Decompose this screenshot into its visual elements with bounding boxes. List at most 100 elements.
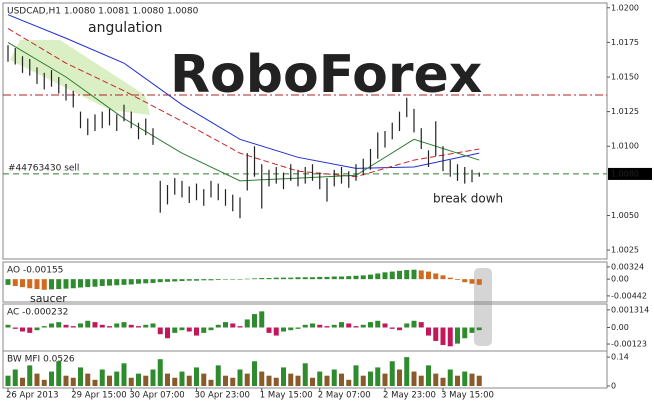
histogram-bar	[259, 311, 265, 328]
histogram-bar	[186, 375, 192, 386]
histogram-bar	[143, 375, 149, 386]
histogram-bar	[49, 279, 54, 290]
histogram-bar	[462, 279, 468, 283]
histogram-bar	[114, 371, 120, 386]
histogram-bar	[426, 271, 431, 280]
histogram-bar	[20, 377, 25, 386]
histogram-bar	[447, 327, 453, 347]
histogram-bar	[440, 327, 446, 345]
histogram-bar	[27, 365, 33, 386]
histogram-bar	[179, 327, 185, 331]
histogram-bar	[469, 373, 475, 386]
x-tick-label: 3 May 15:00	[441, 391, 494, 401]
histogram-bar	[237, 326, 243, 328]
histogram-bar	[56, 361, 62, 386]
histogram-bar	[353, 365, 359, 386]
y-tick-label: 0.00	[611, 275, 629, 284]
histogram-bar	[78, 367, 83, 386]
histogram-bar	[121, 363, 127, 386]
x-tick-label: 1 May 15:00	[260, 391, 313, 401]
histogram-bar	[433, 273, 439, 280]
y-tick-label: -0.00442	[611, 291, 647, 300]
moving-average	[7, 41, 480, 182]
histogram-bar	[339, 373, 344, 386]
histogram-bar	[157, 327, 163, 335]
histogram-bar	[143, 279, 149, 284]
histogram-bar	[404, 357, 410, 386]
panel-frame	[2, 261, 608, 303]
histogram-bar	[266, 375, 272, 386]
histogram-bar	[165, 327, 170, 339]
histogram-bar	[266, 327, 272, 333]
histogram-bar	[194, 327, 199, 336]
histogram-bar	[281, 367, 286, 386]
histogram-bar	[397, 270, 402, 280]
histogram-bar	[259, 278, 265, 280]
histogram-bar	[27, 279, 33, 289]
y-tick-label: 0.14	[611, 353, 629, 362]
histogram-bar	[92, 322, 98, 328]
histogram-bar	[121, 279, 127, 285]
histogram-bar	[418, 270, 424, 280]
y-tick-label: 0.001314	[611, 305, 649, 314]
histogram-bar	[339, 322, 344, 328]
histogram-bar	[310, 377, 315, 386]
histogram-bar	[78, 323, 83, 328]
histogram-bar	[368, 274, 373, 280]
histogram-bar	[353, 275, 359, 280]
histogram-bar	[201, 327, 207, 333]
histogram-bar	[208, 327, 214, 331]
histogram-bar	[230, 377, 236, 386]
histogram-bar	[92, 279, 98, 287]
histogram-bar	[99, 324, 105, 328]
histogram-bar	[317, 276, 323, 280]
annotation: break dowh	[433, 192, 503, 206]
histogram-bar	[5, 375, 11, 386]
histogram-bar	[368, 322, 373, 328]
histogram-bar	[295, 277, 301, 280]
histogram-bar	[476, 375, 482, 386]
histogram-bar	[397, 327, 402, 331]
price-label-box	[608, 167, 652, 180]
panel-frame	[2, 2, 608, 260]
x-tick-label: 2 May 07:00	[318, 391, 371, 401]
histogram-bar	[157, 279, 163, 283]
annotation: angulation	[88, 20, 163, 36]
y-tick-label: 0.00	[611, 323, 629, 332]
histogram-bar	[418, 375, 424, 386]
histogram-bar	[411, 320, 417, 328]
y-tick-label: 1.0100	[611, 142, 639, 151]
histogram-bar	[273, 277, 279, 280]
histogram-bar	[426, 327, 431, 336]
histogram-bar	[469, 327, 475, 333]
histogram-bar	[266, 278, 272, 280]
histogram-bar	[288, 277, 294, 280]
y-tick-label: 1.0175	[611, 38, 639, 47]
histogram-bar	[150, 279, 156, 283]
histogram-bar	[447, 277, 453, 280]
histogram-bar	[34, 373, 40, 386]
histogram-bar	[324, 375, 330, 386]
histogram-bar	[85, 320, 91, 328]
histogram-bar	[56, 322, 62, 328]
histogram-bar	[404, 323, 410, 328]
moving-average	[7, 28, 480, 178]
histogram-bar	[165, 373, 170, 386]
histogram-bar	[223, 279, 228, 280]
histogram-bar	[302, 277, 308, 280]
histogram-bar	[252, 361, 257, 386]
histogram-bar	[433, 327, 439, 341]
histogram-bar	[237, 369, 243, 386]
histogram-bar	[114, 279, 120, 286]
histogram-bar	[317, 324, 323, 328]
histogram-bar	[476, 279, 482, 285]
histogram-bar	[346, 379, 352, 386]
histogram-bar	[85, 373, 91, 386]
histogram-bar	[223, 375, 228, 386]
histogram-bar	[194, 279, 199, 281]
histogram-bar	[331, 276, 337, 280]
histogram-bar	[346, 323, 352, 328]
histogram-bar	[302, 324, 308, 328]
panel-title: AO -0.00155	[7, 266, 63, 276]
